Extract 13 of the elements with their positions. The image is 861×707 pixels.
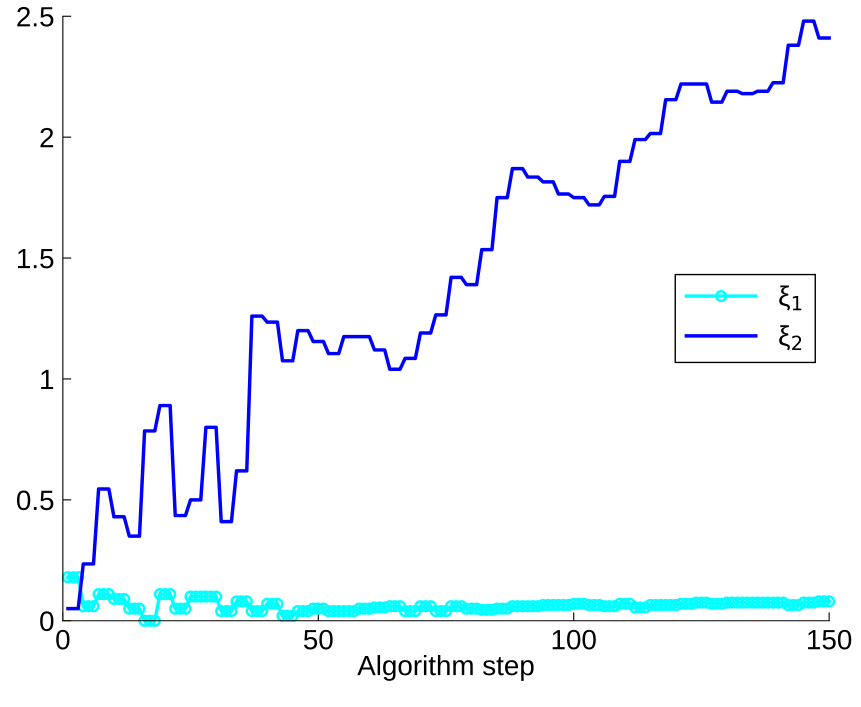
x-tick-label: 100 bbox=[552, 630, 596, 650]
y-tick-label: 1 bbox=[41, 370, 54, 390]
y-tick-label: 2 bbox=[40, 128, 54, 148]
legend-label: ξ$_{1}$ bbox=[779, 286, 802, 310]
x-tick-label: 50 bbox=[304, 630, 333, 650]
legend-label: ξ$_{2}$ bbox=[779, 325, 802, 350]
x-tick-label: 150 bbox=[808, 630, 852, 650]
y-tick-label: 0.5 bbox=[16, 490, 54, 510]
y-tick-label: 1.5 bbox=[18, 249, 54, 268]
x-tick-label: 0 bbox=[56, 630, 70, 650]
x-axis-title: Algorithm step bbox=[357, 654, 534, 681]
y-tick-label: 0 bbox=[40, 611, 54, 632]
y-tick-label: 2.5 bbox=[17, 6, 54, 27]
